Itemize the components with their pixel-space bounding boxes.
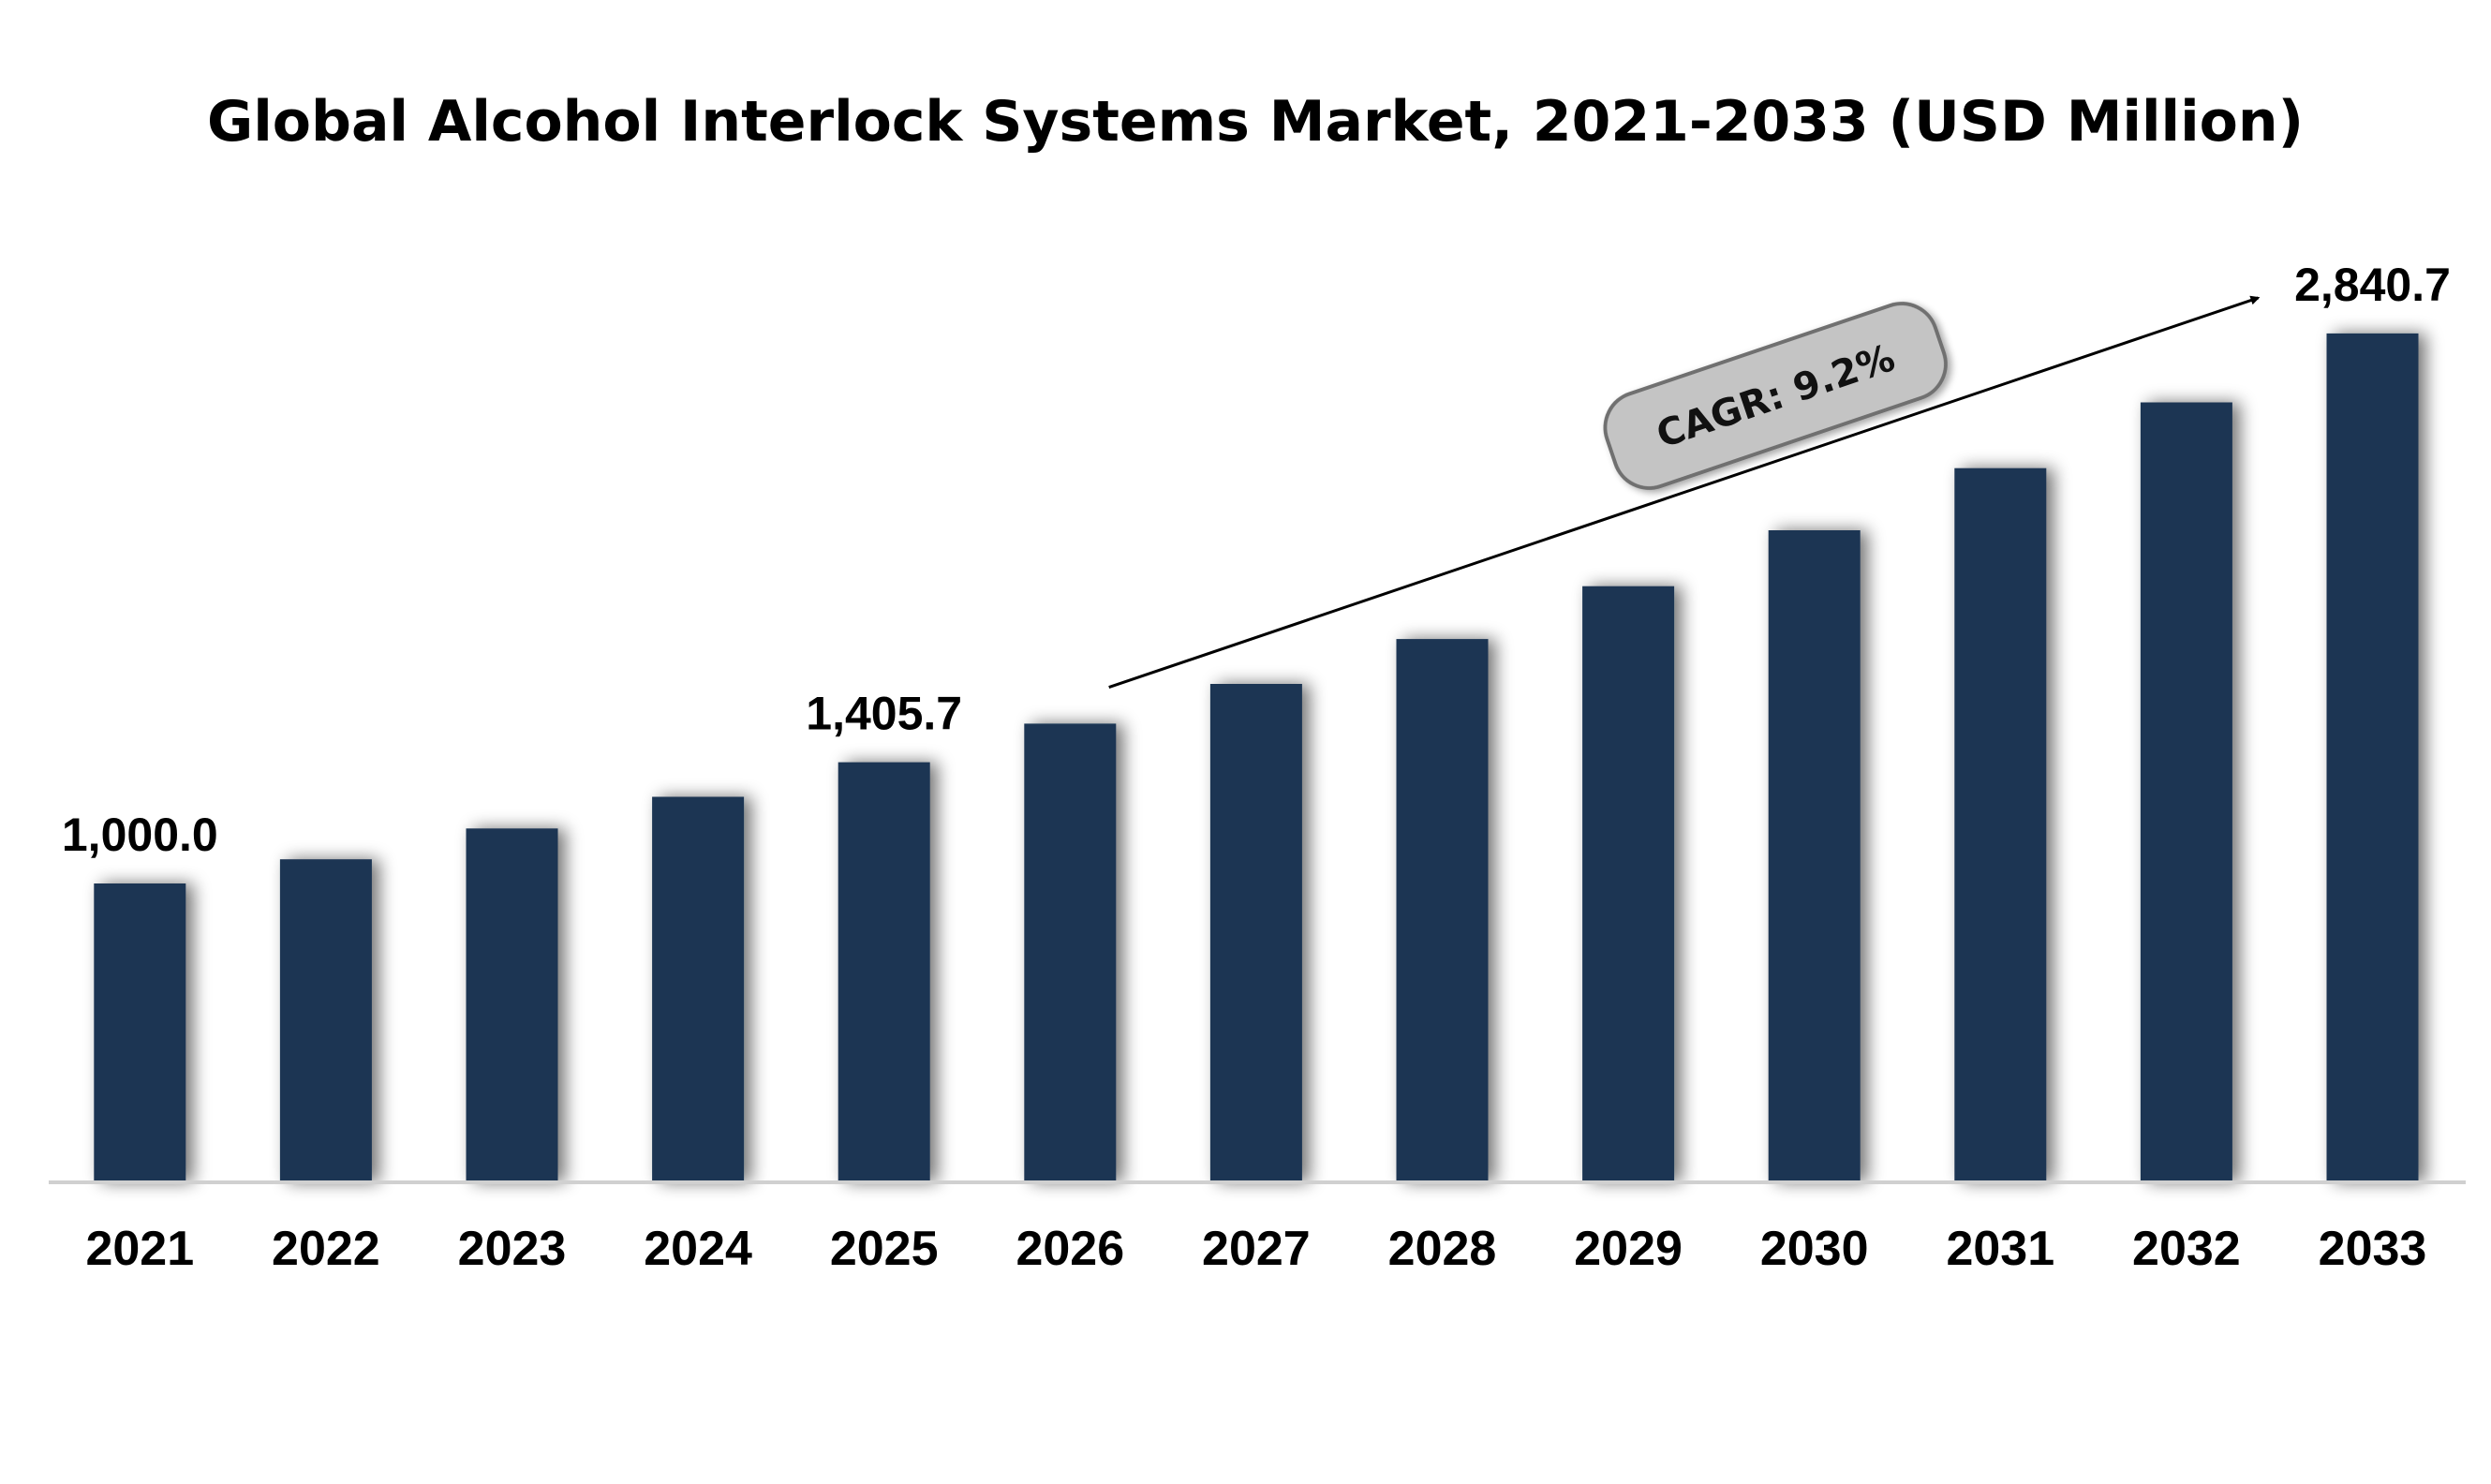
x-tick-label-2023: 2023 [458,1222,567,1276]
x-tick-label-2027: 2027 [1202,1222,1311,1276]
x-tick-label-2028: 2028 [1388,1222,1497,1276]
bar-2032 [2140,402,2232,1182]
x-tick-label-2024: 2024 [644,1222,752,1276]
x-tick-label-2030: 2030 [1760,1222,1869,1276]
data-label-2021: 1,000.0 [62,809,218,861]
x-tick-label-2029: 2029 [1574,1222,1683,1276]
cagr-badge: CAGR: 9.2% [1603,302,1948,490]
x-tick-label-2031: 2031 [1946,1222,2054,1276]
bar-2023 [466,828,558,1182]
bars-layer [94,333,2419,1182]
bar-2030 [1768,530,1861,1182]
cagr-annotation: CAGR: 9.2% [1108,295,2261,690]
bar-2031 [1954,467,2047,1182]
bar-2024 [652,796,745,1182]
x-tick-label-2032: 2032 [2132,1222,2241,1276]
data-label-2033: 2,840.7 [2294,259,2451,311]
cagr-badge-shape [1603,302,1948,490]
bar-2028 [1396,639,1489,1182]
cagr-arrow [1108,295,2261,690]
bar-2025 [838,762,930,1182]
bar-2029 [1582,586,1675,1182]
x-tick-label-2022: 2022 [272,1222,380,1276]
x-tick-label-2021: 2021 [85,1222,194,1276]
data-labels-layer: 1,000.0 1,405.7 2,840.7 [62,259,2451,861]
bar-2026 [1024,723,1117,1182]
bar-2022 [279,859,372,1182]
x-tick-label-2025: 2025 [830,1222,939,1276]
bar-2027 [1209,684,1302,1182]
x-axis-tick-labels: 2021 2022 2023 2024 2025 2026 2027 2028 2029 2030… [85,1222,2426,1276]
data-label-2025: 1,405.7 [806,688,962,740]
x-tick-label-2033: 2033 [2319,1222,2427,1276]
x-tick-label-2026: 2026 [1016,1222,1124,1276]
bar-2021 [94,883,186,1182]
bar-2033 [2326,333,2419,1182]
chart-title: Global Alcohol Interlock Systems Market,… [207,89,2304,155]
